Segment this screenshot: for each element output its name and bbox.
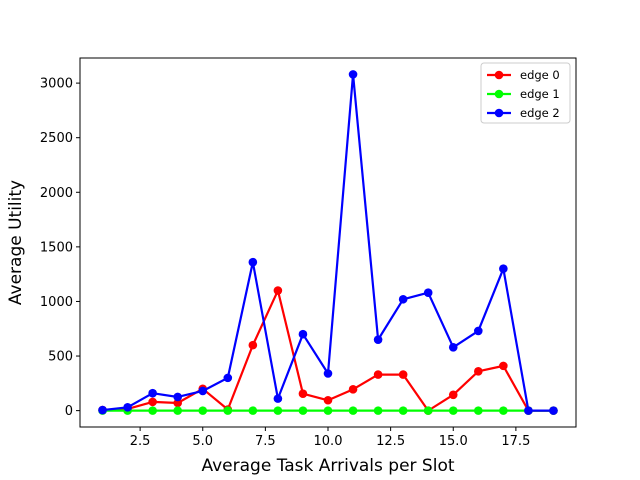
data-point — [549, 406, 558, 415]
data-point — [499, 406, 508, 415]
legend-item: edge 1 — [487, 87, 560, 101]
data-point — [298, 389, 308, 399]
data-point — [123, 403, 132, 412]
series-line — [102, 289, 554, 412]
data-point — [398, 294, 408, 304]
data-point — [323, 406, 333, 415]
y-tick-label: 1500 — [40, 240, 73, 255]
y-axis-title: Average Utility — [6, 180, 26, 305]
data-point — [273, 406, 283, 415]
data-point — [448, 406, 458, 415]
data-point — [448, 343, 458, 352]
y-tick-label: 3000 — [40, 77, 73, 92]
y-tick-label: 2000 — [40, 186, 73, 201]
data-point — [173, 406, 182, 415]
legend-marker — [494, 108, 504, 118]
y-axis: 0 500 1000 1500 2000 2500 3000 — [40, 77, 80, 419]
series-edge-1 — [98, 406, 558, 415]
y-tick-label: 500 — [48, 350, 73, 365]
y-tick-label: 0 — [65, 404, 73, 419]
data-point — [524, 406, 533, 415]
data-point — [273, 286, 283, 295]
legend-item: edge 0 — [487, 68, 560, 82]
x-axis: 2.5 5.0 7.5 10.0 12.5 15.0 17.5 — [130, 427, 530, 449]
y-tick-label: 1000 — [40, 295, 73, 310]
series-line — [102, 73, 554, 412]
data-point — [148, 406, 157, 415]
data-point — [198, 386, 208, 396]
legend-label: edge 2 — [520, 106, 560, 120]
data-point — [323, 369, 333, 378]
x-tick-label: 15.0 — [439, 434, 468, 449]
data-point — [148, 388, 157, 398]
data-point — [98, 405, 107, 415]
data-point — [499, 264, 508, 274]
x-tick-label: 7.5 — [255, 434, 276, 449]
x-tick-label: 5.0 — [192, 434, 213, 449]
data-point — [298, 329, 308, 339]
data-point — [423, 406, 433, 415]
y-tick-label: 2500 — [40, 131, 73, 146]
data-point — [423, 288, 433, 298]
data-point — [248, 340, 258, 350]
data-point — [373, 335, 383, 344]
series-edge-2 — [98, 70, 558, 415]
data-point — [373, 406, 383, 415]
x-tick-label: 17.5 — [501, 434, 530, 449]
data-point — [373, 370, 383, 379]
legend-item: edge 2 — [487, 106, 560, 120]
legend-label: edge 1 — [520, 87, 560, 101]
data-point — [223, 373, 233, 383]
x-tick-label: 12.5 — [376, 434, 405, 449]
data-point — [348, 406, 358, 415]
x-axis-title: Average Task Arrivals per Slot — [201, 456, 454, 476]
data-point — [323, 395, 333, 405]
data-point — [273, 394, 283, 403]
data-point — [348, 385, 358, 394]
data-point — [248, 406, 258, 415]
data-point — [173, 392, 182, 402]
data-point — [148, 397, 157, 407]
data-point — [173, 398, 182, 408]
data-point — [499, 361, 508, 371]
legend-marker — [494, 70, 504, 80]
x-tick-label: 10.0 — [314, 434, 343, 449]
data-point — [448, 390, 458, 400]
data-point — [474, 406, 483, 415]
data-point — [398, 370, 408, 379]
legend-marker — [494, 89, 504, 99]
series-layer — [98, 70, 558, 415]
data-point — [223, 406, 233, 415]
data-point — [474, 367, 483, 376]
legend-label: edge 0 — [520, 68, 560, 82]
data-point — [198, 406, 208, 415]
legend-frame — [480, 62, 571, 124]
x-tick-label: 2.5 — [130, 434, 151, 449]
data-point — [348, 70, 358, 79]
data-point — [298, 406, 308, 415]
data-point — [248, 257, 258, 267]
data-point — [474, 326, 483, 336]
data-point — [398, 406, 408, 415]
legend: edge 0 edge 1 edge 2 — [480, 62, 571, 124]
